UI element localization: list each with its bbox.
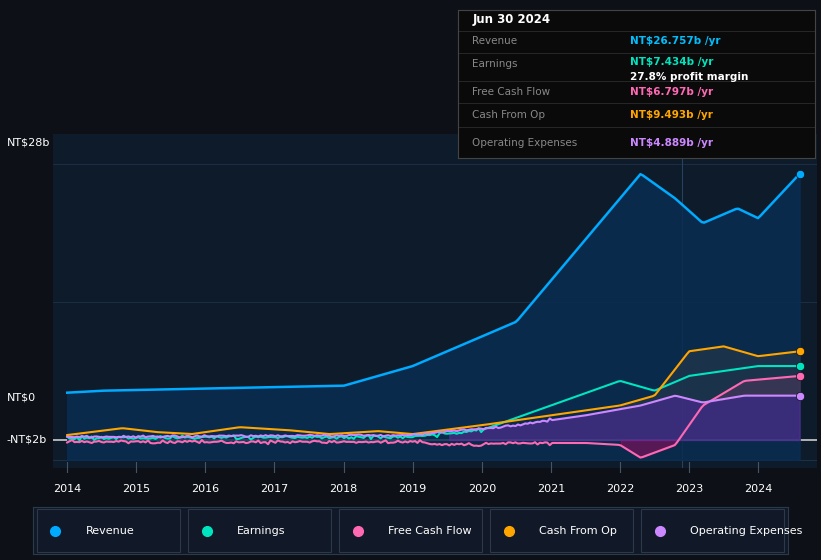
Text: Cash From Op: Cash From Op bbox=[539, 526, 617, 535]
Text: 2016: 2016 bbox=[191, 484, 219, 494]
Text: Operating Expenses: Operating Expenses bbox=[472, 138, 578, 148]
Text: Free Cash Flow: Free Cash Flow bbox=[472, 87, 551, 97]
Text: NT$0: NT$0 bbox=[7, 393, 35, 403]
Text: NT$4.889b /yr: NT$4.889b /yr bbox=[630, 138, 713, 148]
Text: NT$9.493b /yr: NT$9.493b /yr bbox=[630, 110, 713, 120]
Text: 2015: 2015 bbox=[122, 484, 150, 494]
Text: Revenue: Revenue bbox=[85, 526, 135, 535]
Text: Jun 30 2024: Jun 30 2024 bbox=[472, 13, 551, 26]
Text: 2017: 2017 bbox=[260, 484, 289, 494]
Text: 2018: 2018 bbox=[329, 484, 358, 494]
Text: Earnings: Earnings bbox=[236, 526, 285, 535]
Text: Earnings: Earnings bbox=[472, 59, 518, 69]
Text: -NT$2b: -NT$2b bbox=[7, 435, 47, 445]
Text: NT$7.434b /yr: NT$7.434b /yr bbox=[630, 57, 713, 67]
Text: Operating Expenses: Operating Expenses bbox=[690, 526, 802, 535]
Text: NT$28b: NT$28b bbox=[7, 138, 50, 148]
Text: NT$6.797b /yr: NT$6.797b /yr bbox=[630, 87, 713, 97]
Text: 27.8% profit margin: 27.8% profit margin bbox=[630, 72, 748, 82]
Text: 2021: 2021 bbox=[537, 484, 565, 494]
Text: 2019: 2019 bbox=[398, 484, 427, 494]
Text: 2020: 2020 bbox=[468, 484, 496, 494]
Text: 2014: 2014 bbox=[53, 484, 81, 494]
Text: Revenue: Revenue bbox=[472, 36, 517, 46]
Text: 2024: 2024 bbox=[744, 484, 773, 494]
Text: Free Cash Flow: Free Cash Flow bbox=[388, 526, 471, 535]
Text: 2022: 2022 bbox=[606, 484, 634, 494]
Text: Cash From Op: Cash From Op bbox=[472, 110, 545, 120]
Text: 2023: 2023 bbox=[675, 484, 704, 494]
Text: NT$26.757b /yr: NT$26.757b /yr bbox=[630, 36, 720, 46]
